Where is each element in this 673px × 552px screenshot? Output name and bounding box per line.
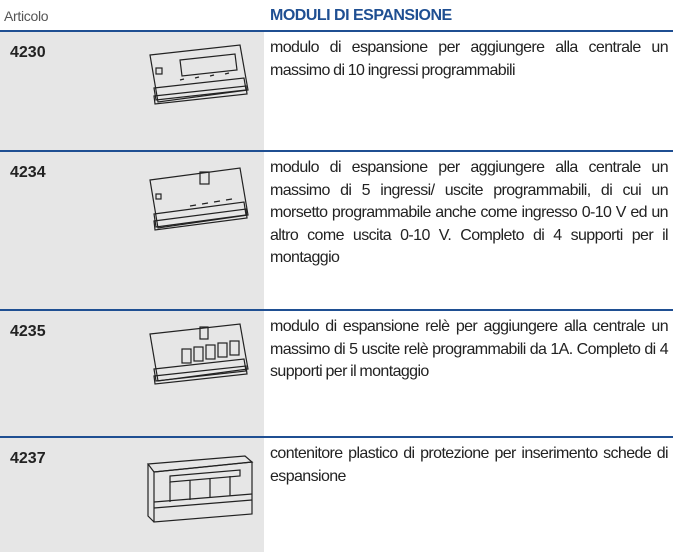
row-left-cell bbox=[0, 438, 264, 552]
table-row: 4230 modulo di espansione per aggiungere… bbox=[0, 32, 673, 152]
product-image bbox=[149, 167, 249, 231]
article-code: 4234 bbox=[10, 164, 46, 181]
section-title: MODULI DI ESPANSIONE bbox=[270, 7, 452, 24]
article-code: 4235 bbox=[10, 323, 46, 340]
table-row: 4235 modulo di espansione relè per aggiu… bbox=[0, 311, 673, 438]
product-image bbox=[149, 44, 249, 105]
table-row: 4234 modulo di espansione per aggiungere… bbox=[0, 152, 673, 311]
article-code: 4237 bbox=[10, 450, 46, 467]
row-left-cell bbox=[0, 152, 264, 309]
product-image bbox=[146, 455, 254, 523]
row-left-cell bbox=[0, 32, 264, 150]
table-row: 4237 contenitore plastico di protezione … bbox=[0, 438, 673, 552]
article-description: modulo di espansione per aggiungere alla… bbox=[270, 159, 669, 266]
article-description: modulo di espansione per aggiungere alla… bbox=[270, 39, 669, 79]
article-description: contenitore plastico di protezione per i… bbox=[270, 445, 669, 485]
table-header: Articolo MODULI DI ESPANSIONE bbox=[0, 0, 673, 32]
product-image bbox=[149, 323, 249, 385]
code-column-label: Articolo bbox=[4, 8, 49, 24]
article-code: 4230 bbox=[10, 44, 46, 61]
article-description: modulo di espansione relè per aggiungere… bbox=[270, 318, 669, 380]
